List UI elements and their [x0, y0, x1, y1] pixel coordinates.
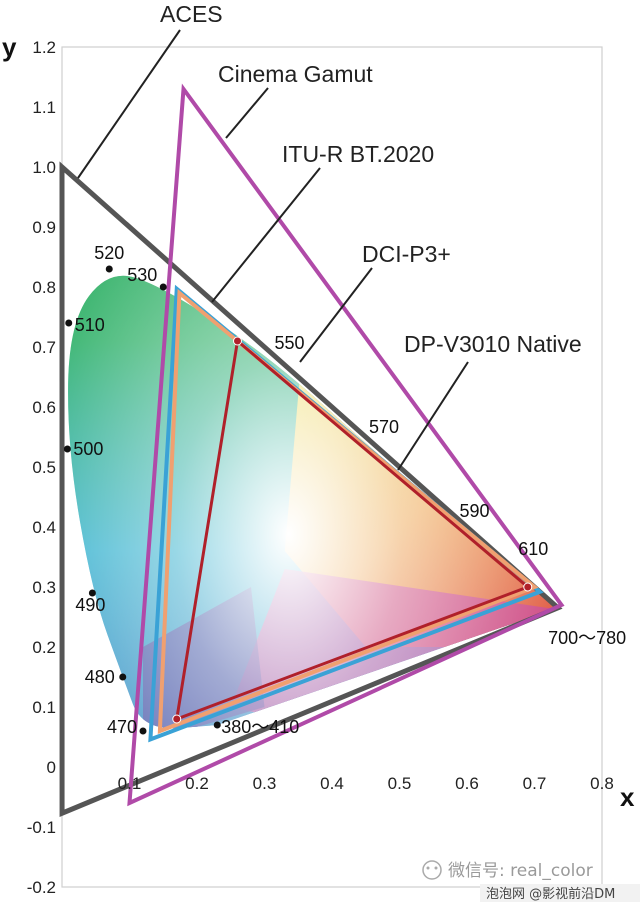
gamut-dp-v3010-native — [174, 338, 531, 722]
y-tick-label: 0.2 — [32, 638, 56, 657]
y-tick-label: 0.3 — [32, 578, 56, 597]
x-tick-label: 0.5 — [388, 774, 412, 793]
x-tick-label: 0.2 — [185, 774, 209, 793]
gamut-triangles — [59, 83, 565, 817]
wavelength-label: 610 — [518, 539, 548, 559]
y-axis-label: y — [2, 32, 17, 62]
dpv3010-primary-dot — [523, 582, 533, 592]
x-tick-label: 0.8 — [590, 774, 614, 793]
watermark: 微信号: real_color 泡泡网 @影视前沿DM — [422, 860, 640, 902]
wavelength-dot — [88, 589, 96, 597]
gamut-cinema-gamut — [127, 83, 565, 807]
y-tick-label: 0.7 — [32, 338, 56, 357]
y-tick-label: 0.1 — [32, 698, 56, 717]
x-tick-label: 0.1 — [118, 774, 142, 793]
wavelength-dot — [159, 283, 167, 291]
wavelength-label: 510 — [75, 315, 105, 335]
y-tick-label: -0.2 — [27, 878, 56, 897]
leader-dpv3010 — [397, 361, 469, 471]
wavelength-dot — [63, 445, 71, 453]
wavelength-label: 480 — [85, 667, 115, 687]
wavelength-dot — [105, 265, 113, 273]
x-axis-label: x — [620, 782, 635, 812]
leader-dci-p3 — [299, 267, 373, 363]
y-tick-label: 1.0 — [32, 158, 56, 177]
wavelength-label: 550 — [275, 333, 305, 353]
wavelength-label: 380～410 — [221, 717, 299, 737]
leader-lines — [77, 29, 469, 471]
wavelength-label: 470 — [107, 717, 137, 737]
label-cinema-gamut: Cinema Gamut — [218, 61, 373, 87]
label-dci-p3: DCI-P3+ — [362, 241, 451, 267]
label-dpv3010: DP-V3010 Native — [404, 331, 582, 357]
x-tick-label: 0.3 — [253, 774, 277, 793]
spectral-locus-fill — [68, 275, 559, 729]
y-tick-label: 1.2 — [32, 38, 56, 57]
watermark-text: 微信号: real_color — [448, 861, 593, 881]
x-tick-label: 0.4 — [320, 774, 344, 793]
wavelength-label: 500 — [73, 439, 103, 459]
wavelength-dot — [139, 727, 147, 735]
wavelength-dot — [119, 673, 127, 681]
y-tick-label: 1.1 — [32, 98, 56, 117]
x-tick-label: 0.6 — [455, 774, 479, 793]
wavelength-dot — [65, 319, 73, 327]
wavelength-label: 530 — [127, 265, 157, 285]
gamut-dci-p3- — [157, 288, 539, 734]
leader-cinema-gamut — [225, 87, 269, 139]
gamut-aces — [59, 161, 563, 817]
x-tick-label: 0.7 — [523, 774, 547, 793]
label-aces: ACES — [160, 1, 223, 27]
wavelength-label: 700～780 — [548, 628, 626, 648]
wechat-icon — [422, 860, 442, 880]
y-tick-label: -0.1 — [27, 818, 56, 837]
wavelength-label: 490 — [75, 595, 105, 615]
y-tick-label: 0.9 — [32, 218, 56, 237]
wavelength-label: 570 — [369, 417, 399, 437]
wavelength-label: 590 — [460, 501, 490, 521]
label-bt2020: ITU-R BT.2020 — [282, 141, 434, 167]
y-tick-label: 0.4 — [32, 518, 56, 537]
y-axis-ticks: -0.2 -0.1 0 0.1 0.2 0.3 0.4 0.5 0.6 0.7 0.8 0.9 1.0 1… — [27, 38, 56, 897]
leader-bt2020 — [211, 167, 321, 303]
y-tick-label: 0.8 — [32, 278, 56, 297]
y-tick-label: 0 — [47, 758, 56, 777]
dpv3010-primary-dot — [172, 714, 182, 724]
y-tick-label: 0.6 — [32, 398, 56, 417]
x-axis-ticks: 0.1 0.2 0.3 0.4 0.5 0.6 0.7 0.8 — [118, 774, 614, 793]
leader-aces — [77, 29, 181, 179]
y-tick-label: 0.5 — [32, 458, 56, 477]
dpv3010-primary-dot — [233, 336, 242, 346]
watermark-sub: 泡泡网 @影视前沿DM — [486, 886, 615, 902]
wavelength-dot — [213, 721, 221, 729]
wavelength-label: 520 — [94, 243, 124, 263]
